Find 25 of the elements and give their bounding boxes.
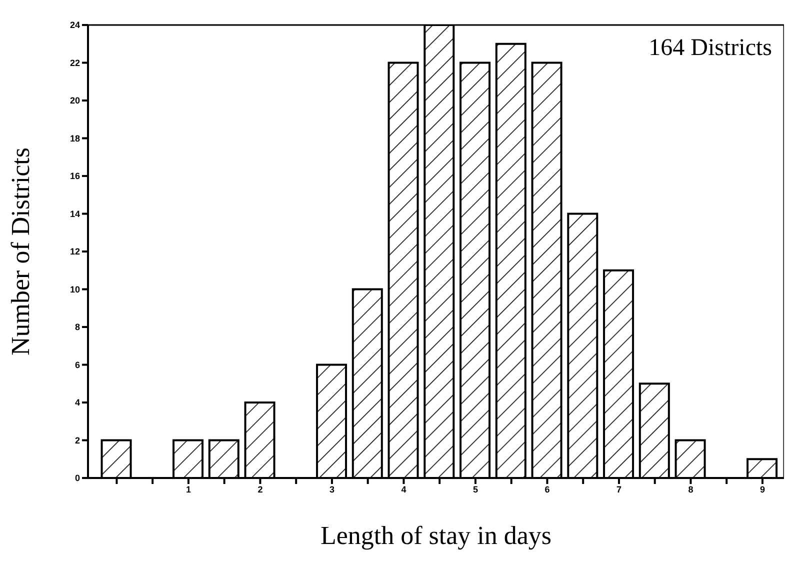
- x-tick-label: 8: [688, 484, 694, 494]
- y-tick-label: 2: [74, 435, 80, 446]
- x-tick-label: 9: [760, 484, 765, 494]
- y-tick-label: 8: [74, 322, 80, 332]
- y-tick-label: 4: [74, 398, 80, 408]
- y-tick-label: 12: [70, 246, 80, 257]
- y-tick-label: 18: [70, 133, 80, 144]
- x-tick-label: 2: [258, 484, 263, 494]
- y-tick-label: 16: [70, 171, 80, 182]
- y-tick-label: 20: [70, 96, 80, 106]
- y-axis-title: Number of Districts: [6, 148, 36, 356]
- x-tick-label: 3: [329, 484, 334, 494]
- annotation: 164 Districts: [648, 35, 772, 61]
- y-tick-label: 14: [70, 208, 80, 219]
- x-axis-title: Length of stay in days: [320, 521, 552, 550]
- x-tick-label: 6: [544, 484, 550, 494]
- y-tick-label: 22: [70, 58, 80, 68]
- y-tick-label: 24: [70, 20, 80, 30]
- x-tick-label: 5: [472, 484, 478, 494]
- y-tick-label: 0: [74, 473, 80, 484]
- y-tick-label: 10: [70, 284, 80, 294]
- y-tick-label: 6: [74, 360, 80, 370]
- x-tick-label: 1: [186, 484, 191, 494]
- x-tick-label: 7: [616, 484, 622, 494]
- x-tick-label: 4: [401, 484, 406, 494]
